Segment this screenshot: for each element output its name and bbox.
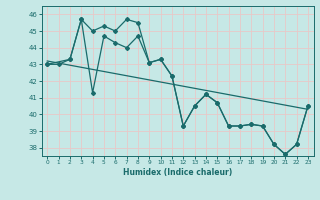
X-axis label: Humidex (Indice chaleur): Humidex (Indice chaleur) bbox=[123, 168, 232, 177]
